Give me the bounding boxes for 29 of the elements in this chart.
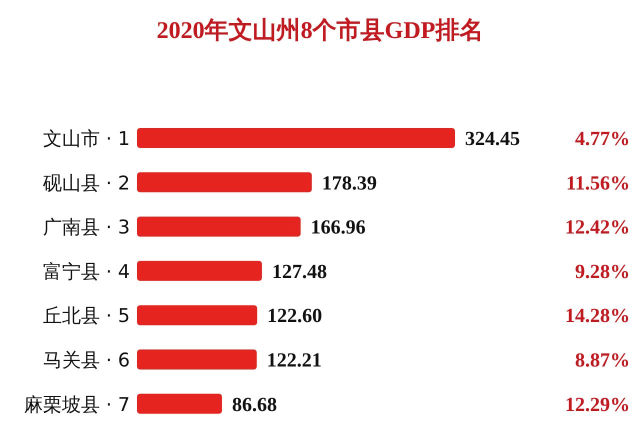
y-tick-label: 富宁县 · 4 (42, 260, 130, 283)
text: 11.56% (566, 172, 630, 194)
y-tick-label: 砚山县 · 2 (42, 172, 130, 194)
data-label: 122.21 (266, 350, 322, 372)
y-tick-label: 广南县 · 3 (42, 216, 130, 239)
y-tick-label: 麻栗坡县 · 7 (24, 394, 130, 416)
bar (137, 394, 222, 414)
bar (137, 305, 258, 326)
y-tick-label: 文山市 · 1 (42, 128, 130, 150)
y-tick-label: 马关县 · 6 (42, 350, 130, 372)
chart-title: 2020年文山州8个市县GDP排名 (156, 17, 484, 44)
text: 4.77% (575, 128, 630, 150)
text: 9.28% (575, 260, 630, 283)
y-tick-label: 丘北县 · 5 (42, 305, 130, 328)
bar (137, 128, 455, 148)
data-label: 178.39 (322, 172, 377, 194)
data-label: 122.60 (267, 305, 322, 328)
text: 12.42% (565, 216, 630, 239)
data-label: 166.96 (310, 216, 366, 239)
data-label: 127.48 (272, 260, 327, 283)
bar (137, 216, 301, 237)
data-label: 324.45 (465, 128, 520, 150)
bar (137, 260, 262, 281)
text: 8.87% (575, 350, 630, 372)
text: 14.28% (565, 305, 630, 328)
text: 12.29% (565, 394, 630, 416)
data-label: 86.68 (232, 394, 277, 416)
bar (137, 172, 312, 192)
bar (137, 350, 257, 370)
